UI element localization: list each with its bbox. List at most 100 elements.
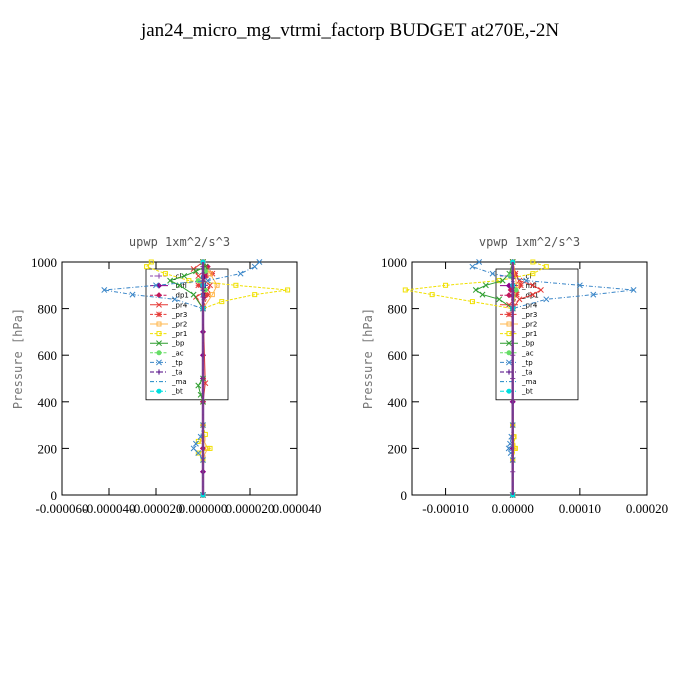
series-line	[405, 261, 548, 495]
data-point	[537, 287, 544, 293]
legend-entry: _ma	[150, 378, 187, 386]
legend-entry: _ta	[500, 369, 533, 377]
data-point	[192, 268, 199, 275]
data-point	[209, 292, 215, 298]
data-point	[285, 287, 291, 293]
legend-marker	[156, 359, 162, 366]
data-point	[505, 445, 512, 452]
legend-label: _ta	[521, 369, 533, 377]
legend-entry: _ac	[500, 349, 534, 357]
legend-entry: _ac	[150, 349, 184, 357]
data-point	[513, 287, 519, 293]
data-point	[443, 282, 449, 288]
y-tick-label: 1000	[381, 255, 407, 270]
x-tick-label: 0.00000	[492, 501, 534, 516]
legend-marker	[506, 321, 512, 327]
x-tick-label: -0.00010	[422, 501, 469, 516]
data-point	[529, 282, 536, 289]
y-tick-label: 200	[388, 441, 408, 456]
data-point	[516, 296, 523, 303]
x-tick-label: 0.00010	[559, 501, 601, 516]
data-point	[153, 282, 159, 289]
data-point	[186, 278, 192, 284]
legend-entry: _bt	[150, 388, 183, 396]
legend-marker	[156, 321, 162, 327]
data-point	[543, 296, 550, 303]
data-point	[543, 264, 549, 270]
legend-marker	[506, 350, 512, 356]
legend-label: _pr3	[521, 311, 537, 319]
data-point	[530, 271, 536, 277]
data-point	[517, 282, 524, 289]
legend-entry: _bp	[150, 340, 185, 348]
legend-entry: _pr1	[500, 330, 537, 338]
legend-label: _pr2	[171, 321, 187, 329]
data-point	[204, 291, 211, 298]
data-point	[529, 291, 536, 298]
data-point	[162, 271, 168, 277]
legend-label: _bp	[171, 340, 185, 348]
legend-marker	[156, 273, 162, 279]
x-tick-label: 0.00020	[626, 501, 668, 516]
x-tick-label: -0.000060	[35, 501, 88, 516]
legend-label: _bt	[521, 388, 533, 396]
data-point	[195, 278, 201, 284]
y-tick-label: 1000	[31, 255, 57, 270]
chart-upwp: upwp 1xm^2/s^3 Pressure [hPa] 0 200 400 600 80…	[11, 235, 322, 516]
data-point	[469, 299, 475, 305]
legend-entry: _tp	[500, 359, 533, 367]
x-tick-label: 0.000040	[273, 501, 322, 516]
chart-title: upwp 1xm^2/s^3	[129, 235, 230, 249]
data-point	[195, 450, 201, 456]
y-tick-label: 0	[51, 488, 58, 503]
legend-entry: _pr4	[150, 301, 188, 309]
data-point	[251, 263, 258, 270]
legend-label: _bp	[521, 340, 535, 348]
data-point	[513, 291, 520, 298]
chart-vpwp: vpwp 1xm^2/s^3 Pressure [hPa] 0 200 400 600 80…	[361, 235, 668, 516]
legend-label: _pr1	[521, 330, 537, 338]
legend-label: _ma	[171, 378, 187, 386]
y-tick-label: 0	[401, 488, 408, 503]
data-point	[195, 282, 202, 289]
series-line	[471, 261, 634, 495]
legend-entry: _pr1	[150, 330, 187, 338]
data-point	[207, 271, 213, 277]
data-point	[101, 287, 108, 293]
legend-label: _tp	[171, 359, 183, 367]
x-tick-label: 0.000020	[226, 501, 275, 516]
data-point	[219, 299, 225, 305]
legend-entry: _ma	[500, 378, 537, 386]
y-tick-label: 800	[38, 302, 58, 317]
legend-label: _tp	[521, 359, 533, 367]
legend-label: _pr4	[521, 301, 538, 309]
x-tick-label: -0.000040	[82, 501, 135, 516]
legend-entry: _pr3	[500, 311, 537, 319]
legend-marker	[156, 340, 162, 347]
data-point	[195, 450, 202, 457]
legend-entry: _ta	[150, 369, 183, 377]
plot-frame	[411, 261, 648, 496]
legend-marker	[506, 340, 512, 347]
data-point	[252, 292, 258, 298]
legend-marker	[156, 369, 162, 375]
data-point	[214, 282, 220, 288]
legend-label: _pr4	[171, 301, 188, 309]
data-point	[148, 259, 154, 265]
data-point	[167, 277, 174, 284]
legend-marker	[506, 359, 512, 366]
data-point	[530, 259, 536, 265]
legend-label: _pr2	[521, 321, 537, 329]
legend-label: _ta	[171, 369, 183, 377]
legend-marker	[156, 311, 162, 318]
data-point	[512, 270, 519, 277]
legend-label: _ac	[521, 349, 534, 357]
legend-marker	[156, 388, 162, 394]
legend-label: _ac	[171, 349, 184, 357]
y-tick-label: 400	[388, 395, 408, 410]
y-tick-label: 200	[38, 441, 58, 456]
legend-entry: _dp1	[150, 292, 189, 300]
data-point	[402, 287, 408, 293]
y-axis-label: Pressure [hPa]	[361, 308, 375, 409]
data-point	[190, 291, 197, 298]
